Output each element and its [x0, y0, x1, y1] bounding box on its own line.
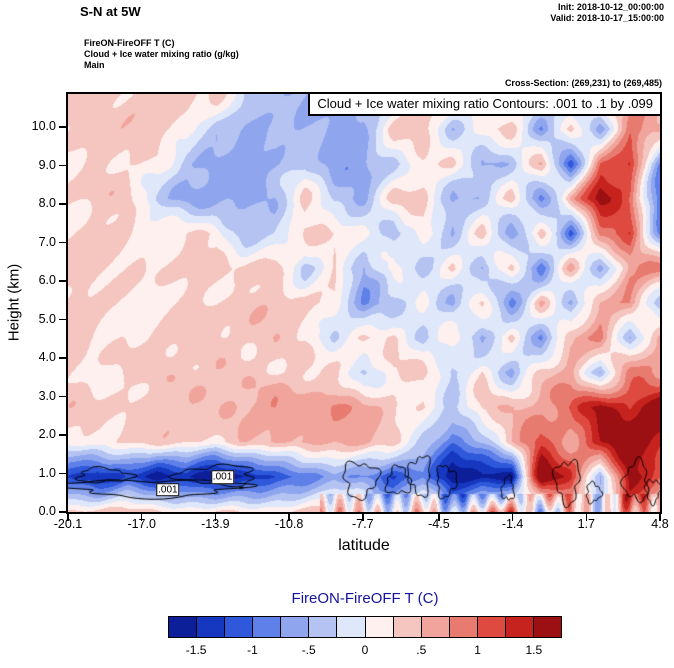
x-tick-mark: [288, 514, 290, 521]
page-title: S-N at 5W: [80, 4, 141, 19]
colorbar-cell: [365, 616, 394, 638]
y-tick-mark: [59, 511, 66, 513]
x-tick-label: -13.9: [201, 517, 230, 531]
x-tick-mark: [659, 514, 661, 521]
plot-area: Cloud + Ice water mixing ratio Contours:…: [66, 92, 662, 514]
field-labels-block: FireON-FireOFF T (C) Cloud + Ice water m…: [84, 38, 239, 71]
field-label-main: Main: [84, 60, 105, 70]
colorbar-cell: [168, 616, 198, 638]
colorbar-cell: [393, 616, 422, 638]
colorbar-cell: [337, 616, 366, 638]
x-tick-mark: [362, 514, 364, 521]
colorbar: [168, 616, 563, 638]
x-tick-label: -10.8: [274, 517, 304, 531]
colorbar-tick-label: -1: [247, 643, 258, 657]
x-tick-mark: [214, 514, 217, 521]
x-tick-mark: [585, 514, 588, 521]
y-tick-mark: [59, 395, 66, 398]
contour-field-canvas: [68, 94, 660, 512]
colorbar-cell: [309, 616, 338, 638]
init-time: Init: 2018-10-12_00:00:00: [557, 2, 664, 12]
y-tick-label: 0.0: [38, 504, 56, 518]
y-tick-mark: [59, 164, 66, 167]
colorbar-cell: [197, 616, 226, 638]
contour-line-label: .001: [156, 482, 180, 497]
y-tick-mark: [59, 203, 66, 205]
x-tick-mark: [438, 514, 440, 521]
y-tick-label: 10.0: [31, 119, 56, 134]
y-tick-mark: [59, 126, 66, 128]
colorbar-cell: [505, 616, 535, 638]
colorbar-cell: [477, 616, 506, 638]
y-tick-mark: [59, 434, 66, 436]
y-tick-mark: [59, 241, 66, 244]
y-tick-label: 2.0: [38, 427, 56, 442]
x-tick-label: -4.5: [428, 517, 450, 531]
x-tick-mark: [67, 514, 69, 521]
y-tick-label: 6.0: [38, 273, 56, 288]
contour-line-label: .001: [210, 470, 235, 485]
valid-time: Valid: 2018-10-17_15:00:00: [550, 13, 664, 23]
y-tick-mark: [59, 280, 66, 282]
y-tick-label: 7.0: [38, 234, 56, 249]
colorbar-cell: [281, 616, 310, 638]
x-tick-mark: [511, 514, 514, 521]
x-tick-label: -1.4: [501, 517, 524, 531]
y-tick-mark: [59, 318, 66, 321]
colorbar-cell: [253, 616, 282, 638]
y-tick-label: 1.0: [38, 465, 56, 480]
y-tick-mark: [59, 472, 66, 475]
init-valid-block: Init: 2018-10-12_00:00:00 Valid: 2018-10…: [550, 2, 664, 24]
colorbar-tick-label: -.5: [301, 643, 316, 657]
field-label-cloud: Cloud + Ice water mixing ratio (g/kg): [84, 49, 239, 59]
field-label-temperature: FireON-FireOFF T (C): [84, 38, 175, 48]
colorbar-tick-label: .5: [416, 643, 427, 657]
x-axis-label: latitude: [338, 537, 390, 554]
colorbar-cell: [449, 616, 478, 638]
x-tick-label: -7.7: [352, 517, 374, 531]
colorbar-title: FireON-FireOFF T (C): [291, 590, 439, 607]
y-tick-label: 9.0: [38, 157, 56, 172]
x-tick-label: 4.8: [651, 517, 669, 531]
x-tick-label: -20.1: [53, 517, 83, 531]
y-tick-label: 4.0: [38, 350, 56, 365]
colorbar-cell: [225, 616, 254, 638]
colorbar-cell: [534, 616, 563, 638]
y-tick-label: 5.0: [38, 311, 56, 326]
y-tick-mark: [59, 357, 66, 359]
contour-info-box: Cloud + Ice water mixing ratio Contours:…: [308, 94, 660, 116]
colorbar-tick-label: 1.5: [525, 643, 543, 657]
colorbar-tick-label: 0: [361, 643, 369, 657]
y-tick-label: 3.0: [38, 388, 56, 403]
colorbar-cell: [421, 616, 450, 638]
y-tick-label: 8.0: [38, 196, 56, 211]
y-axis-label: Height (km): [5, 263, 23, 342]
x-tick-mark: [140, 514, 143, 521]
colorbar-tick-label: -1.5: [185, 643, 207, 657]
x-tick-label: -17.0: [127, 517, 156, 531]
cross-section-label: Cross-Section: (269,231) to (269,485): [504, 78, 662, 88]
colorbar-tick-label: 1: [474, 643, 481, 657]
x-tick-label: 1.7: [577, 517, 595, 531]
